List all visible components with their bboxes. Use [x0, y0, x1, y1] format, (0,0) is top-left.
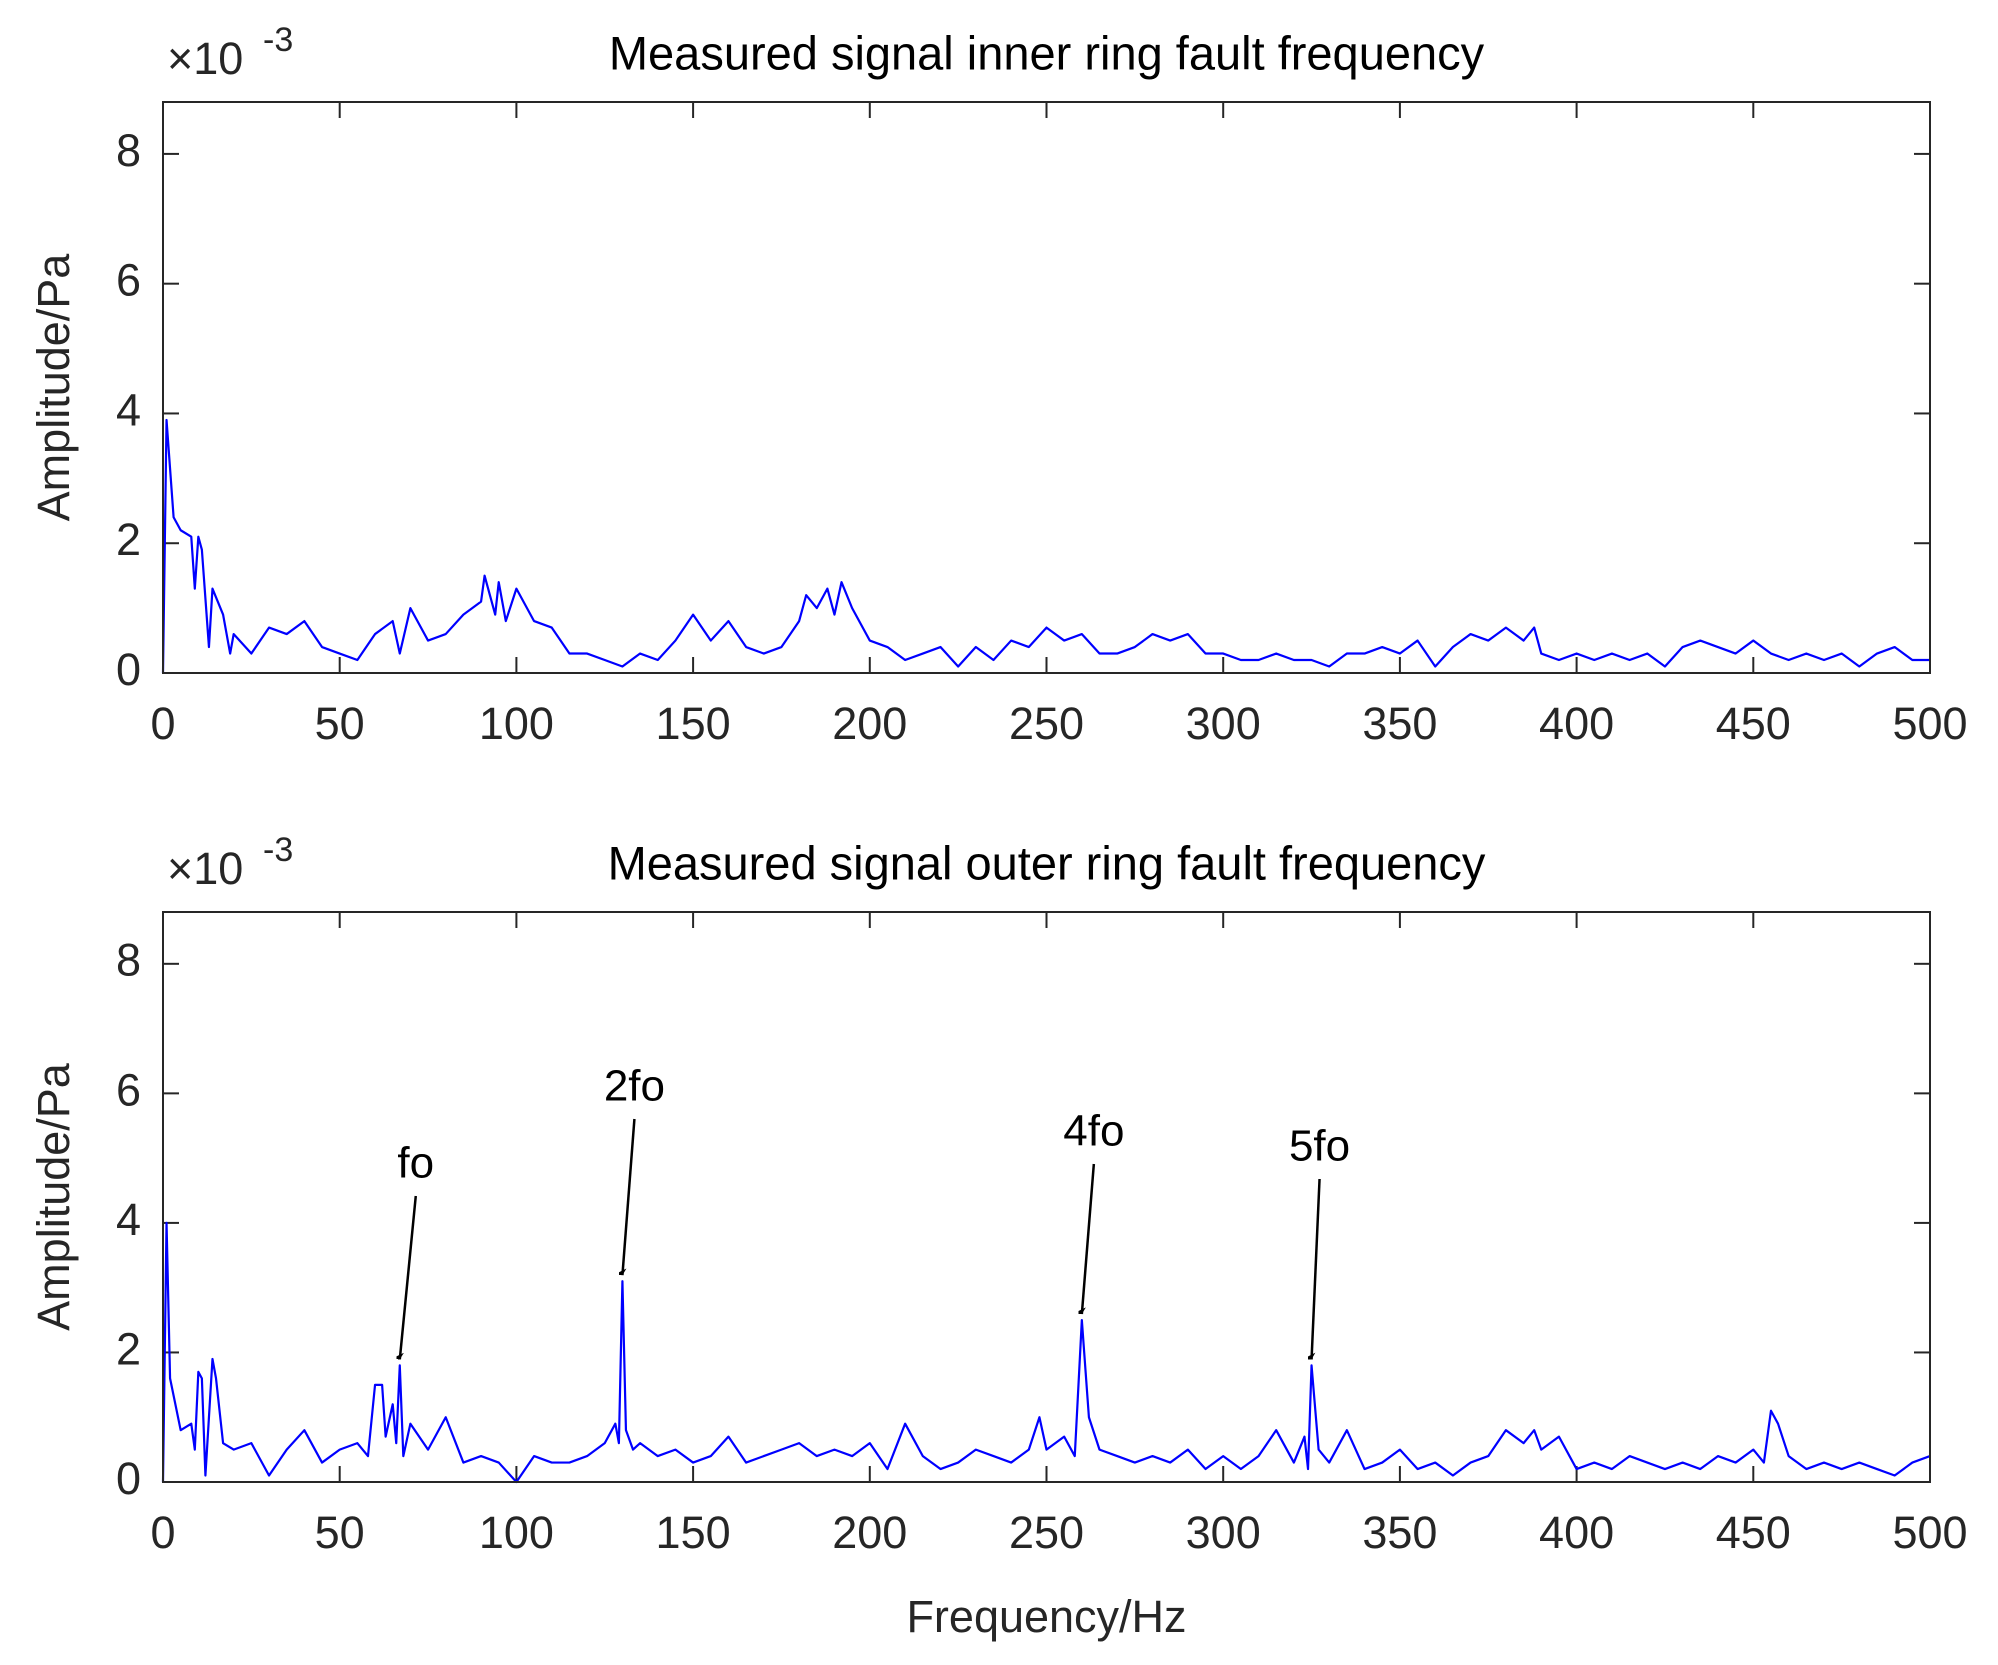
plot-area	[163, 102, 1930, 673]
y-tick-label: 6	[116, 1064, 141, 1115]
signal-line	[161, 1221, 1931, 1484]
signal-line	[161, 418, 1930, 674]
x-tick-label: 500	[1892, 1507, 1967, 1558]
x-tick-label: 0	[150, 1507, 175, 1558]
x-tick-label: 150	[656, 1507, 731, 1558]
y-tick-label: 0	[116, 644, 141, 695]
y-tick-label: 0	[116, 1453, 141, 1504]
y-exponent-base: ×10	[167, 33, 243, 84]
x-tick-label: 400	[1539, 1507, 1614, 1558]
x-tick-label: 500	[1892, 698, 1967, 749]
y-tick-label: 4	[116, 384, 141, 435]
annotation-label: 2fo	[604, 1062, 665, 1111]
y-axis-label: Amplitude/Pa	[28, 253, 79, 522]
x-tick-label: 100	[479, 1507, 554, 1558]
x-tick-label: 450	[1716, 1507, 1791, 1558]
y-exponent-power: -3	[263, 21, 293, 59]
y-tick-label: 8	[116, 125, 141, 176]
y-tick-label: 4	[116, 1194, 141, 1245]
y-exponent-base: ×10	[167, 843, 243, 894]
annotation-arrow	[1082, 1163, 1096, 1314]
annotation-arrow	[400, 1195, 418, 1359]
x-tick-label: 150	[656, 698, 731, 749]
y-tick-label: 2	[116, 514, 141, 565]
annotation-arrow	[1312, 1178, 1321, 1359]
x-tick-label: 100	[479, 698, 554, 749]
x-tick-label: 300	[1186, 698, 1261, 749]
x-tick-label: 350	[1362, 1507, 1437, 1558]
y-exponent-power: -3	[263, 831, 293, 869]
x-tick-label: 250	[1009, 1507, 1084, 1558]
x-tick-label: 0	[150, 698, 175, 749]
y-axis-label: Amplitude/Pa	[28, 1062, 79, 1331]
x-tick-label: 50	[315, 698, 365, 749]
chart-title: Measured signal outer ring fault frequen…	[608, 836, 1486, 889]
x-tick-label: 50	[315, 1507, 365, 1558]
x-tick-label: 400	[1539, 698, 1614, 749]
x-tick-label: 200	[832, 1507, 907, 1558]
x-tick-label: 350	[1362, 698, 1437, 749]
annotation-label: 5fo	[1289, 1122, 1350, 1171]
x-tick-label: 300	[1186, 1507, 1261, 1558]
axes-box	[162, 101, 1931, 674]
axes: 0 2 4 6 8 0 50 100 150 200 250 300 350 400 450 500 Measu…	[28, 21, 1968, 749]
annotation-label: fo	[397, 1139, 434, 1188]
x-tick-label: 200	[832, 698, 907, 749]
x-axis-label: Frequency/Hz	[906, 1591, 1186, 1642]
axes: 0 2 4 6 8 0 50 100 150 200 250 300 350 400 450 500 Measu…	[28, 831, 1968, 1642]
annotation-arrow	[622, 1118, 636, 1275]
y-tick-label: 8	[116, 935, 141, 986]
x-tick-label: 450	[1716, 698, 1791, 749]
y-tick-label: 6	[116, 255, 141, 306]
x-tick-label: 250	[1009, 698, 1084, 749]
plot-area	[163, 912, 1930, 1482]
axes-box	[162, 911, 1931, 1483]
y-tick-label: 2	[116, 1323, 141, 1374]
annotation-label: 4fo	[1063, 1107, 1124, 1156]
chart-title: Measured signal inner ring fault frequen…	[609, 26, 1485, 79]
